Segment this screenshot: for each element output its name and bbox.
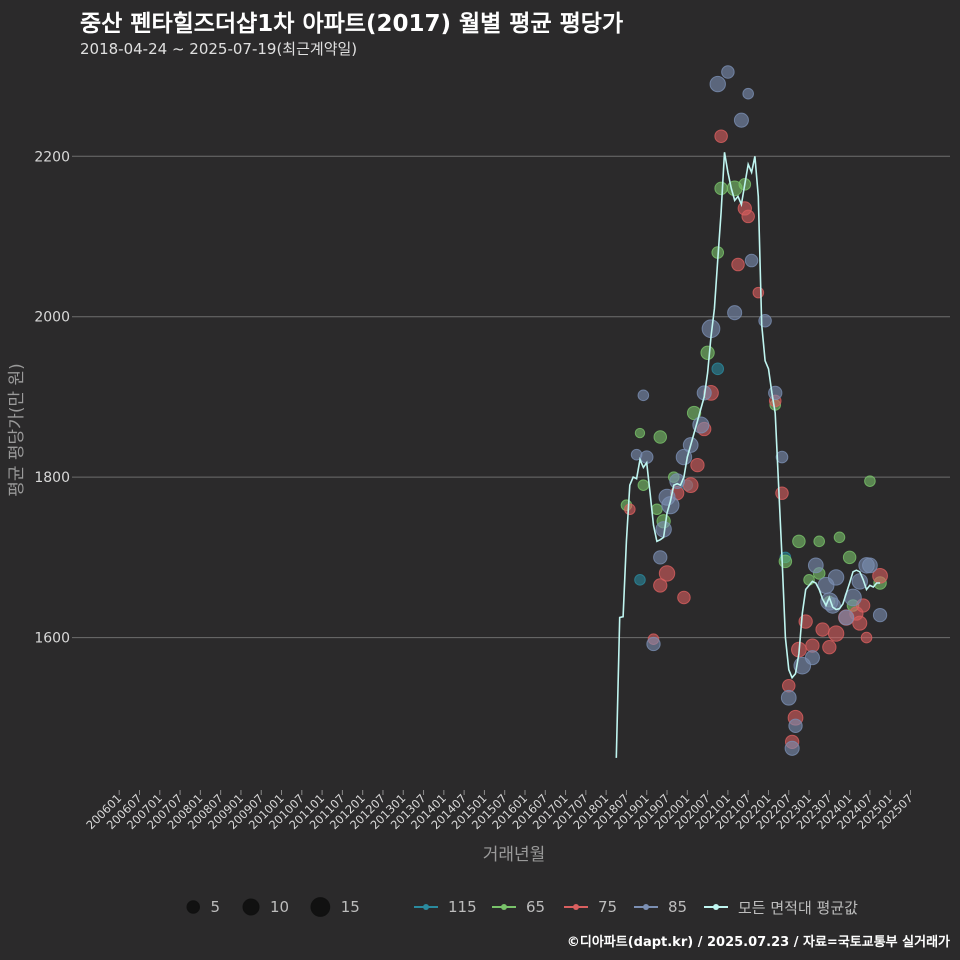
- legend-key: [634, 904, 658, 910]
- legend-item-65: 65: [490, 892, 545, 922]
- size-legend-item: 15: [308, 892, 360, 922]
- legend-key: [492, 904, 516, 910]
- point-85: [827, 569, 845, 586]
- point-65: [700, 345, 715, 360]
- data-points: [620, 65, 888, 756]
- size-legend-item: 5: [184, 892, 220, 922]
- point-65: [803, 574, 815, 586]
- chart-title: 중산 펜타힐즈더샵1차 아파트(2017) 월별 평균 평당가: [80, 11, 624, 37]
- point-75: [775, 486, 789, 500]
- point-115: [634, 574, 646, 586]
- y-tick-label: 2200: [34, 149, 70, 165]
- average-line: [615, 152, 881, 758]
- legend-key: [414, 904, 438, 910]
- point-65: [653, 430, 668, 444]
- y-axis-label: 평균 평당가(만 원): [7, 363, 27, 497]
- point-85: [804, 650, 820, 666]
- point-65: [864, 475, 876, 487]
- y-tick-label: 1600: [34, 631, 70, 647]
- size-legend-dot: [310, 897, 331, 917]
- size-legend-dot: [242, 898, 260, 916]
- point-75: [653, 578, 668, 593]
- chart-canvas: 1600 1800 2000 2200 20060120060720070120070…: [7, 65, 950, 865]
- point-85: [872, 607, 888, 623]
- legend-item-모든 면적대 평균값: 모든 면적대 평균값: [702, 892, 858, 922]
- point-75: [731, 257, 745, 272]
- point-85: [727, 305, 743, 321]
- point-65: [842, 550, 857, 565]
- point-65: [792, 534, 806, 549]
- point-115: [711, 362, 725, 376]
- legend-item-75: 75: [562, 892, 617, 922]
- point-75: [624, 503, 636, 516]
- point-75: [827, 625, 845, 642]
- point-85: [733, 112, 749, 128]
- point-65: [778, 554, 793, 569]
- point-75: [682, 477, 699, 494]
- point-75: [658, 565, 676, 582]
- y-tick-label: 2000: [34, 310, 70, 326]
- legend-item-115: 115: [412, 892, 477, 922]
- legend-key: [704, 904, 728, 910]
- y-axis-ticks: 1600 1800 2000 2200: [34, 149, 70, 646]
- point-85: [788, 718, 803, 733]
- point-85: [862, 557, 878, 574]
- point-75: [822, 640, 837, 655]
- grid-lines: [72, 155, 950, 639]
- point-65: [833, 531, 846, 544]
- point-85: [807, 557, 824, 574]
- point-75: [714, 129, 728, 143]
- point-85: [661, 496, 680, 515]
- x-axis-label: 거래년월: [483, 845, 546, 865]
- size-legend-dot: [186, 900, 200, 914]
- point-85: [838, 609, 855, 626]
- point-75: [752, 286, 765, 299]
- point-75: [741, 209, 755, 224]
- point-75: [815, 622, 830, 637]
- point-65: [634, 427, 646, 439]
- point-65: [686, 405, 702, 421]
- point-65: [714, 181, 728, 196]
- y-tick-label: 1800: [34, 470, 70, 486]
- size-legend-item: 10: [240, 892, 289, 922]
- point-75: [690, 457, 705, 473]
- x-axis-ticks: 2006012006072007012007072008012008072009…: [83, 790, 916, 832]
- point-65: [637, 479, 650, 491]
- legend: 5 10 15 115 65 75 85 모든 면적대 평균값: [0, 892, 960, 922]
- point-65: [651, 503, 663, 516]
- point-85: [646, 636, 661, 652]
- point-85: [775, 450, 789, 464]
- point-85: [721, 65, 735, 79]
- source-credit: ©디아파트(dapt.kr) / 2025.07.23 / 자료=국토교통부 실…: [566, 935, 950, 950]
- point-85: [780, 689, 797, 706]
- legend-key: [564, 904, 588, 910]
- point-75: [677, 590, 691, 605]
- legend-item-85: 85: [632, 892, 687, 922]
- point-85: [653, 550, 668, 565]
- chart-subtitle: 2018-04-24 ~ 2025-07-19(최근계약일): [80, 40, 358, 58]
- point-85: [637, 389, 650, 402]
- point-75: [860, 631, 873, 644]
- point-85: [742, 87, 754, 100]
- point-85: [784, 740, 800, 756]
- point-85: [744, 253, 759, 268]
- point-65: [813, 535, 825, 548]
- point-75: [852, 615, 868, 631]
- point-85: [709, 75, 726, 93]
